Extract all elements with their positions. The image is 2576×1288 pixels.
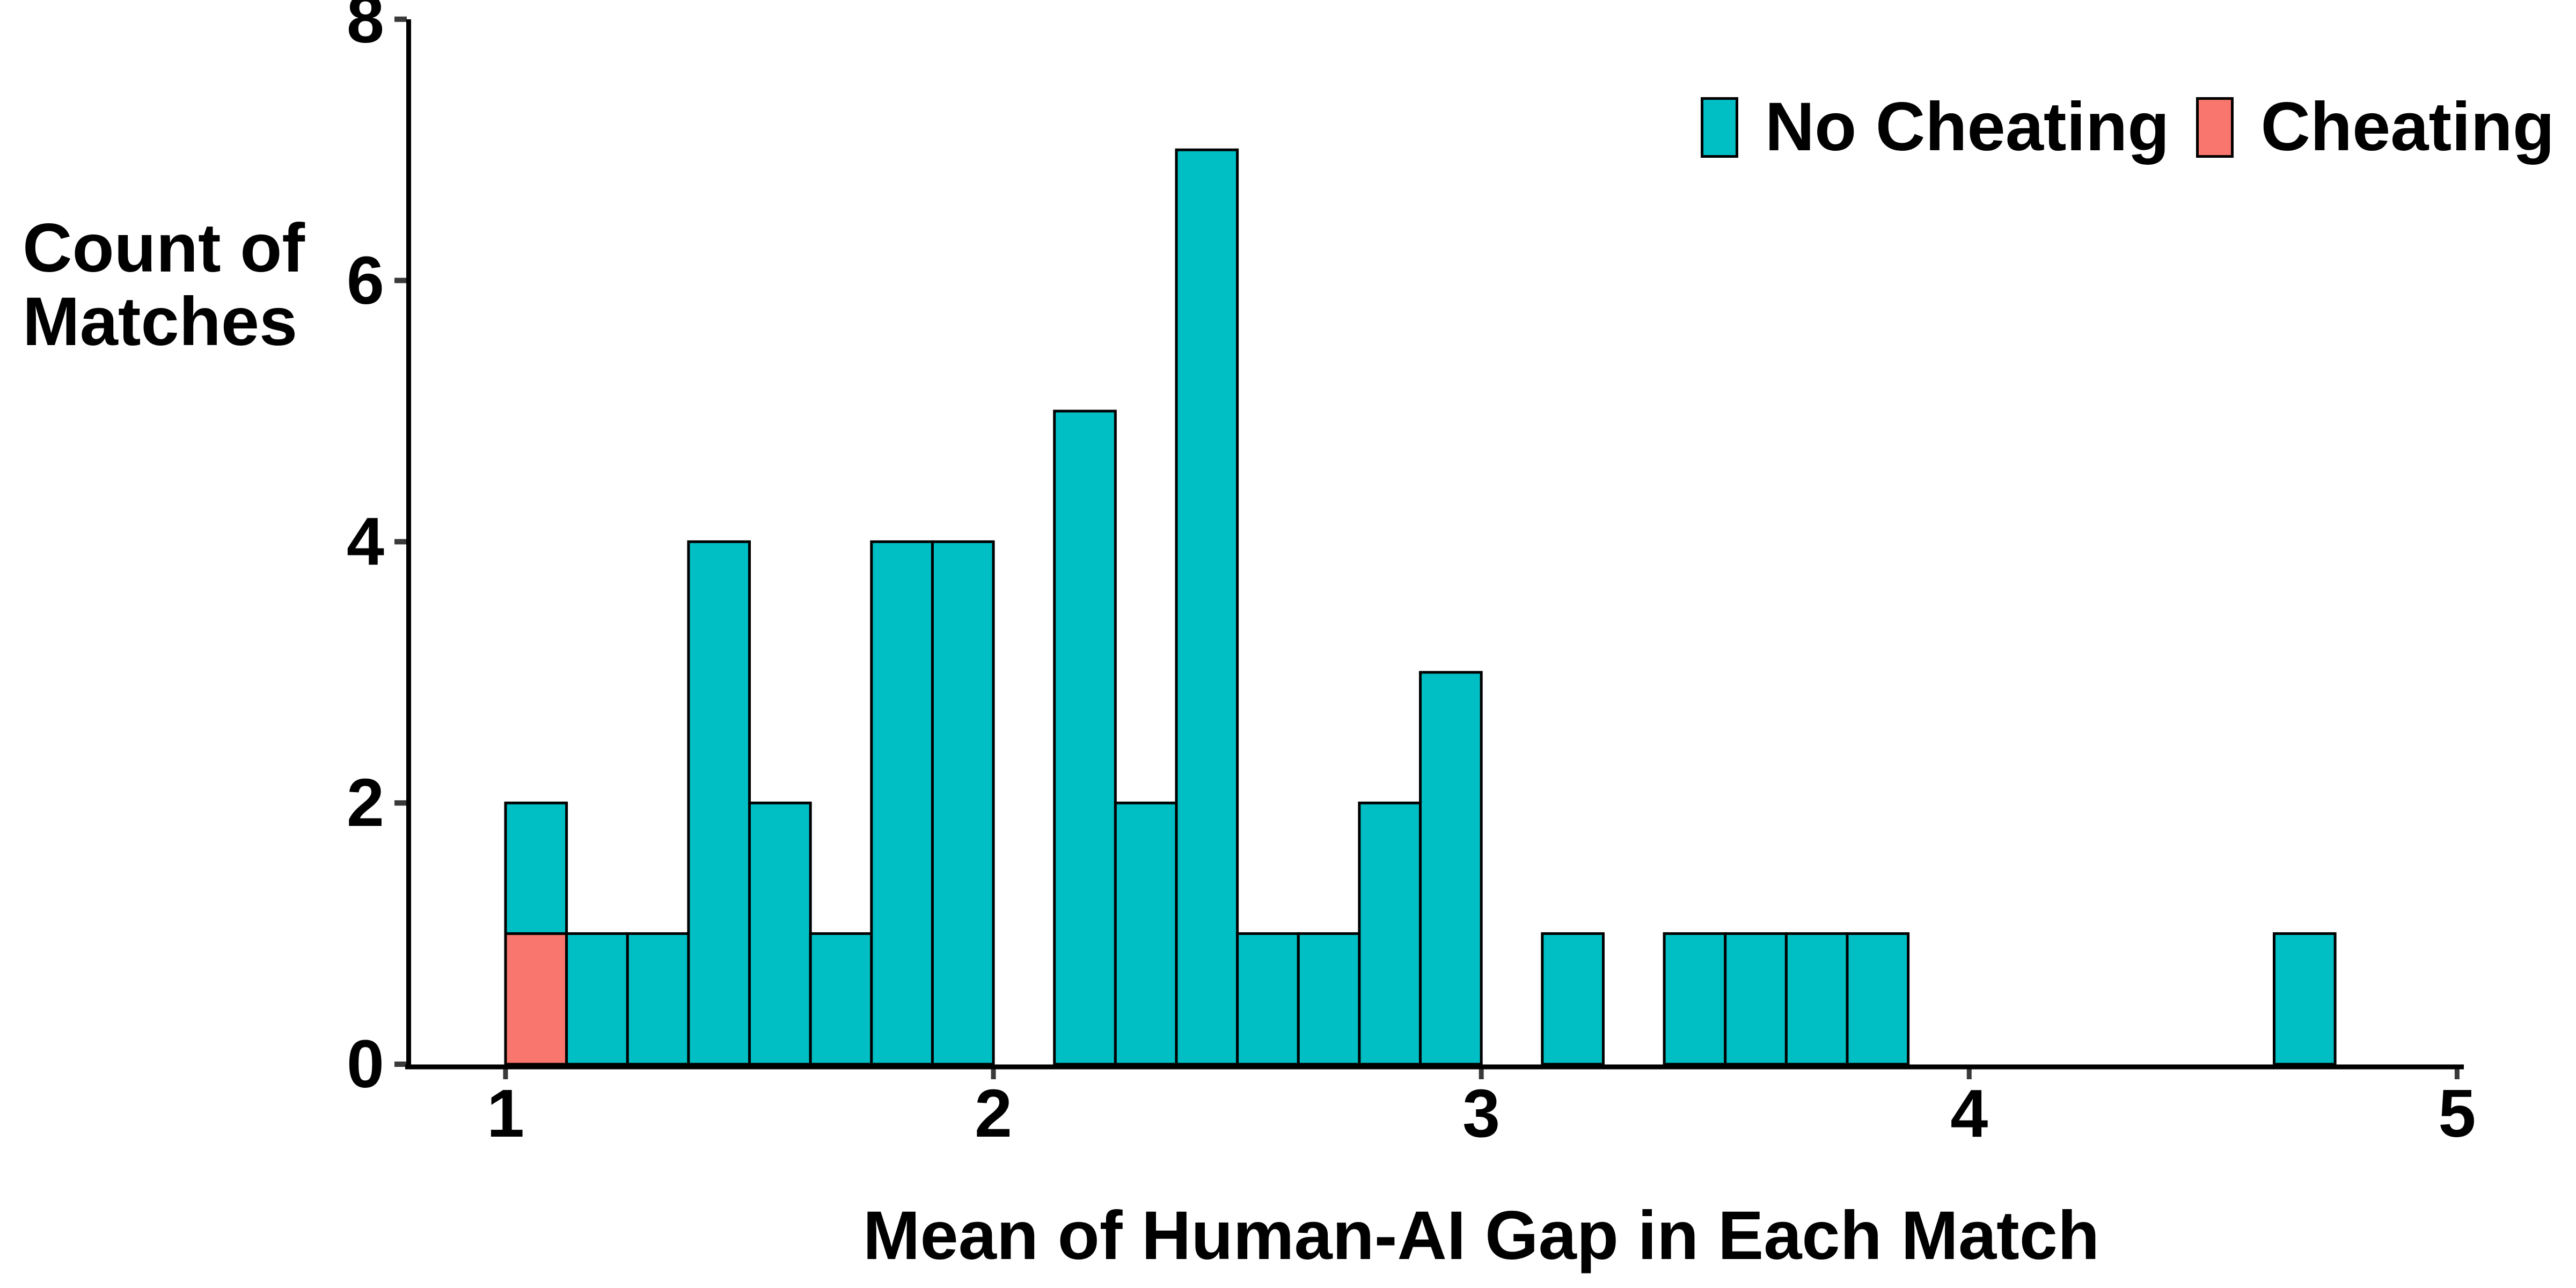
bar-no-cheating [626,932,690,1066]
y-tick-label: 2 [346,765,384,841]
no-cheating-swatch [1700,97,1738,158]
bar-no-cheating [1297,932,1361,1066]
y-tick-mark [394,800,407,806]
y-tick-mark [394,277,407,283]
cheating-swatch [2196,97,2234,158]
bar-no-cheating [870,540,934,1066]
bar-no-cheating [1784,932,1849,1066]
bar-no-cheating [1541,932,1605,1066]
x-tick-label: 2 [975,1075,1013,1151]
y-axis-title-line1: Count of [23,210,305,287]
x-tick-mark [991,1069,996,1079]
y-tick-mark [394,539,407,545]
y-tick-mark [394,1062,407,1067]
cheating-label: Cheating [2260,89,2555,165]
y-axis-title: Count of Matches [23,211,305,358]
bar-no-cheating [1175,148,1239,1066]
bar-no-cheating [931,540,995,1066]
x-tick-label: 4 [1950,1075,1988,1151]
bar-no-cheating [1236,932,1300,1066]
x-axis-line [405,1064,2464,1070]
no-cheating-label: No Cheating [1765,89,2170,165]
bar-cheating [504,932,568,1066]
x-tick-mark [1479,1069,1484,1079]
legend: No Cheating Cheating [1700,87,2555,167]
bar-no-cheating [1724,932,1788,1066]
x-tick-mark [503,1069,508,1079]
legend-item-no-cheating: No Cheating [1700,87,2170,167]
x-tick-mark [2454,1069,2460,1079]
bar-no-cheating [2272,932,2337,1066]
bar-no-cheating [565,932,629,1066]
bar-no-cheating [504,801,568,935]
x-axis-title: Mean of Human-AI Gap in Each Match [862,1197,2100,1274]
y-axis-line [406,19,411,1069]
bar-no-cheating [1358,801,1422,1066]
bar-no-cheating [1114,801,1178,1066]
bar-no-cheating [1419,671,1483,1066]
y-tick-label: 8 [346,0,384,57]
bar-no-cheating [687,540,751,1066]
bar-no-cheating [1846,932,1910,1066]
y-tick-label: 0 [346,1026,384,1102]
y-tick-label: 6 [346,242,384,318]
y-axis-title-line2: Matches [23,283,298,360]
y-tick-mark [394,16,407,22]
y-tick-label: 4 [346,503,384,580]
bar-no-cheating [1053,409,1117,1066]
bar-no-cheating [748,801,812,1066]
x-tick-label: 5 [2438,1075,2476,1151]
x-tick-mark [1966,1069,1972,1079]
bar-no-cheating [1663,932,1727,1066]
x-tick-label: 1 [486,1075,525,1151]
x-tick-label: 3 [1462,1075,1501,1151]
bar-no-cheating [809,932,873,1066]
legend-item-cheating: Cheating [2196,87,2555,167]
